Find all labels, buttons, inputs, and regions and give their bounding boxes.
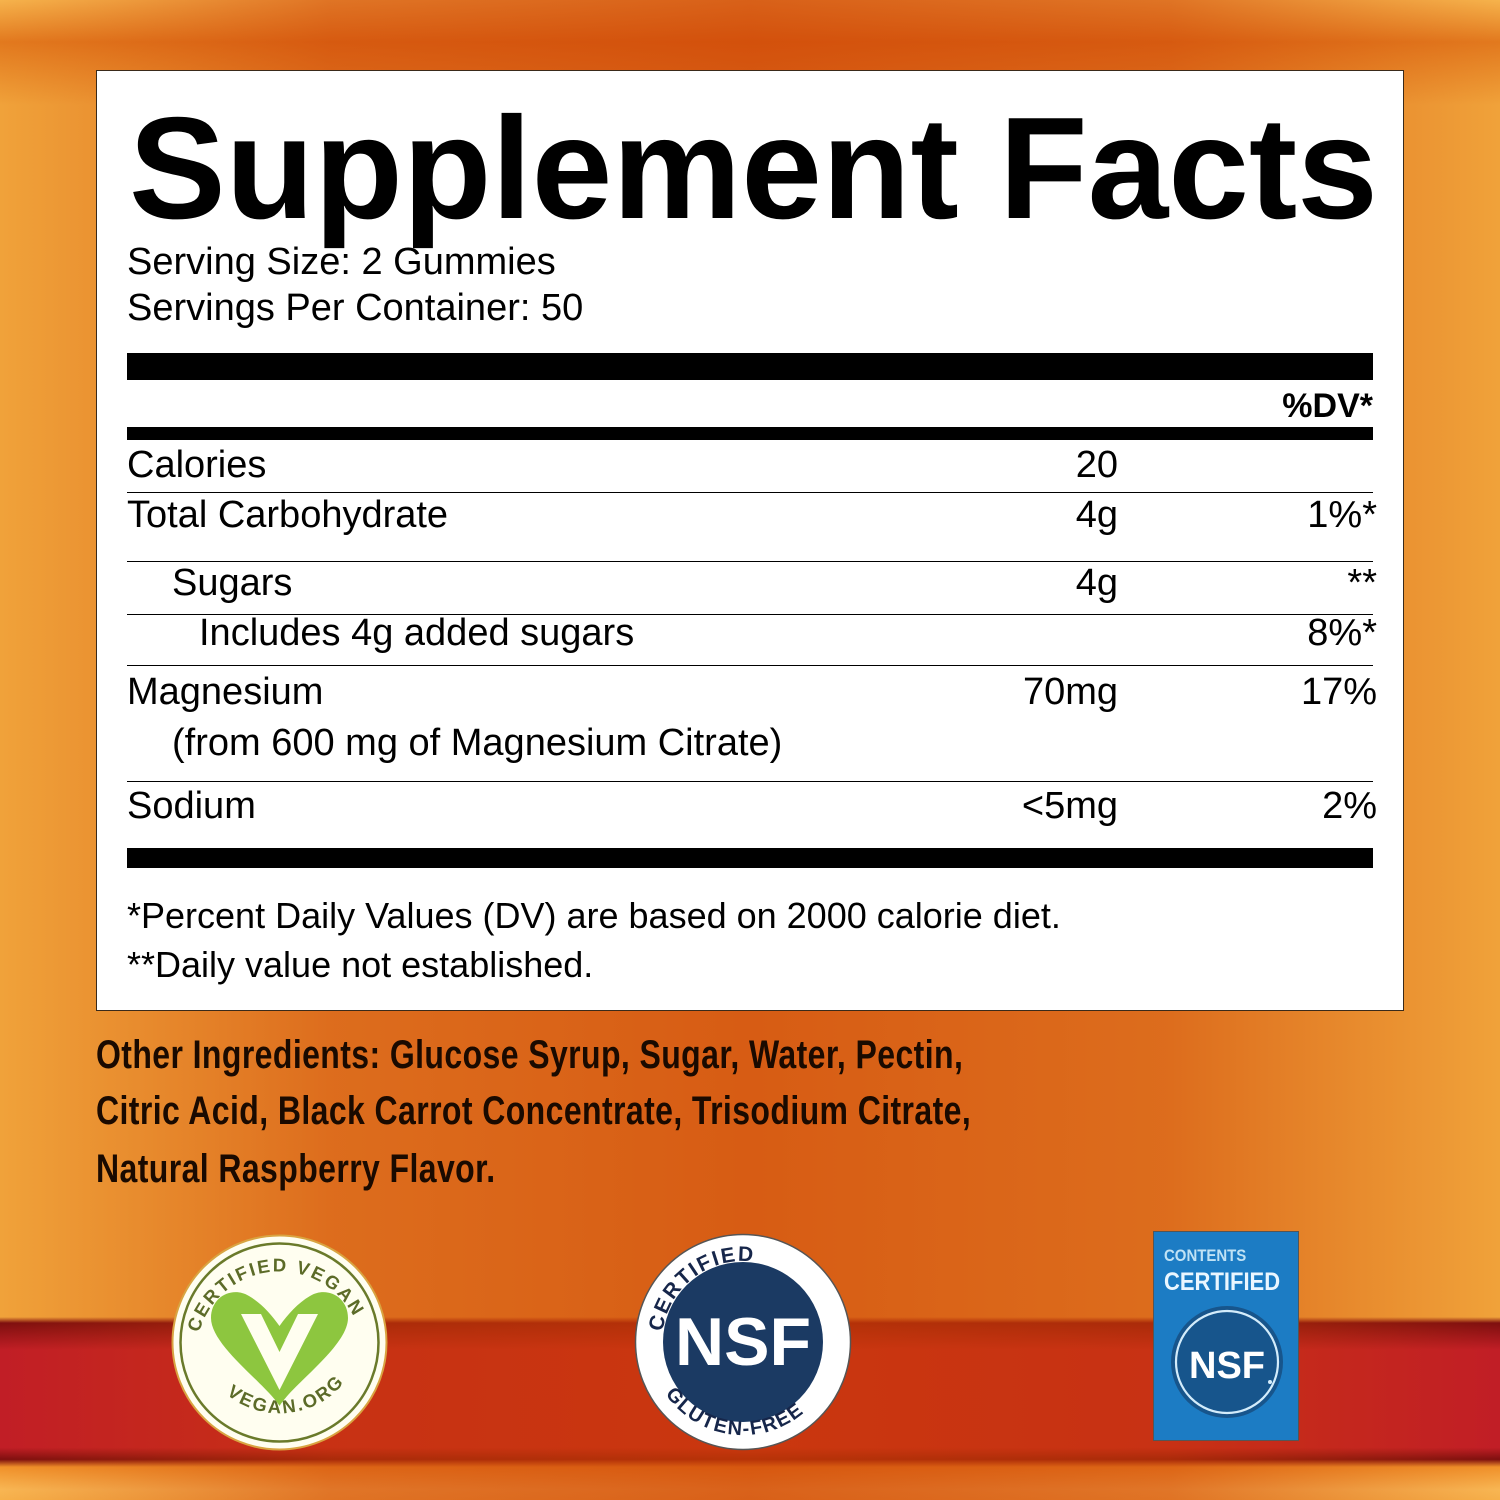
svg-text:NSF: NSF [675, 1304, 811, 1380]
svg-text:NSF: NSF [1189, 1345, 1265, 1387]
